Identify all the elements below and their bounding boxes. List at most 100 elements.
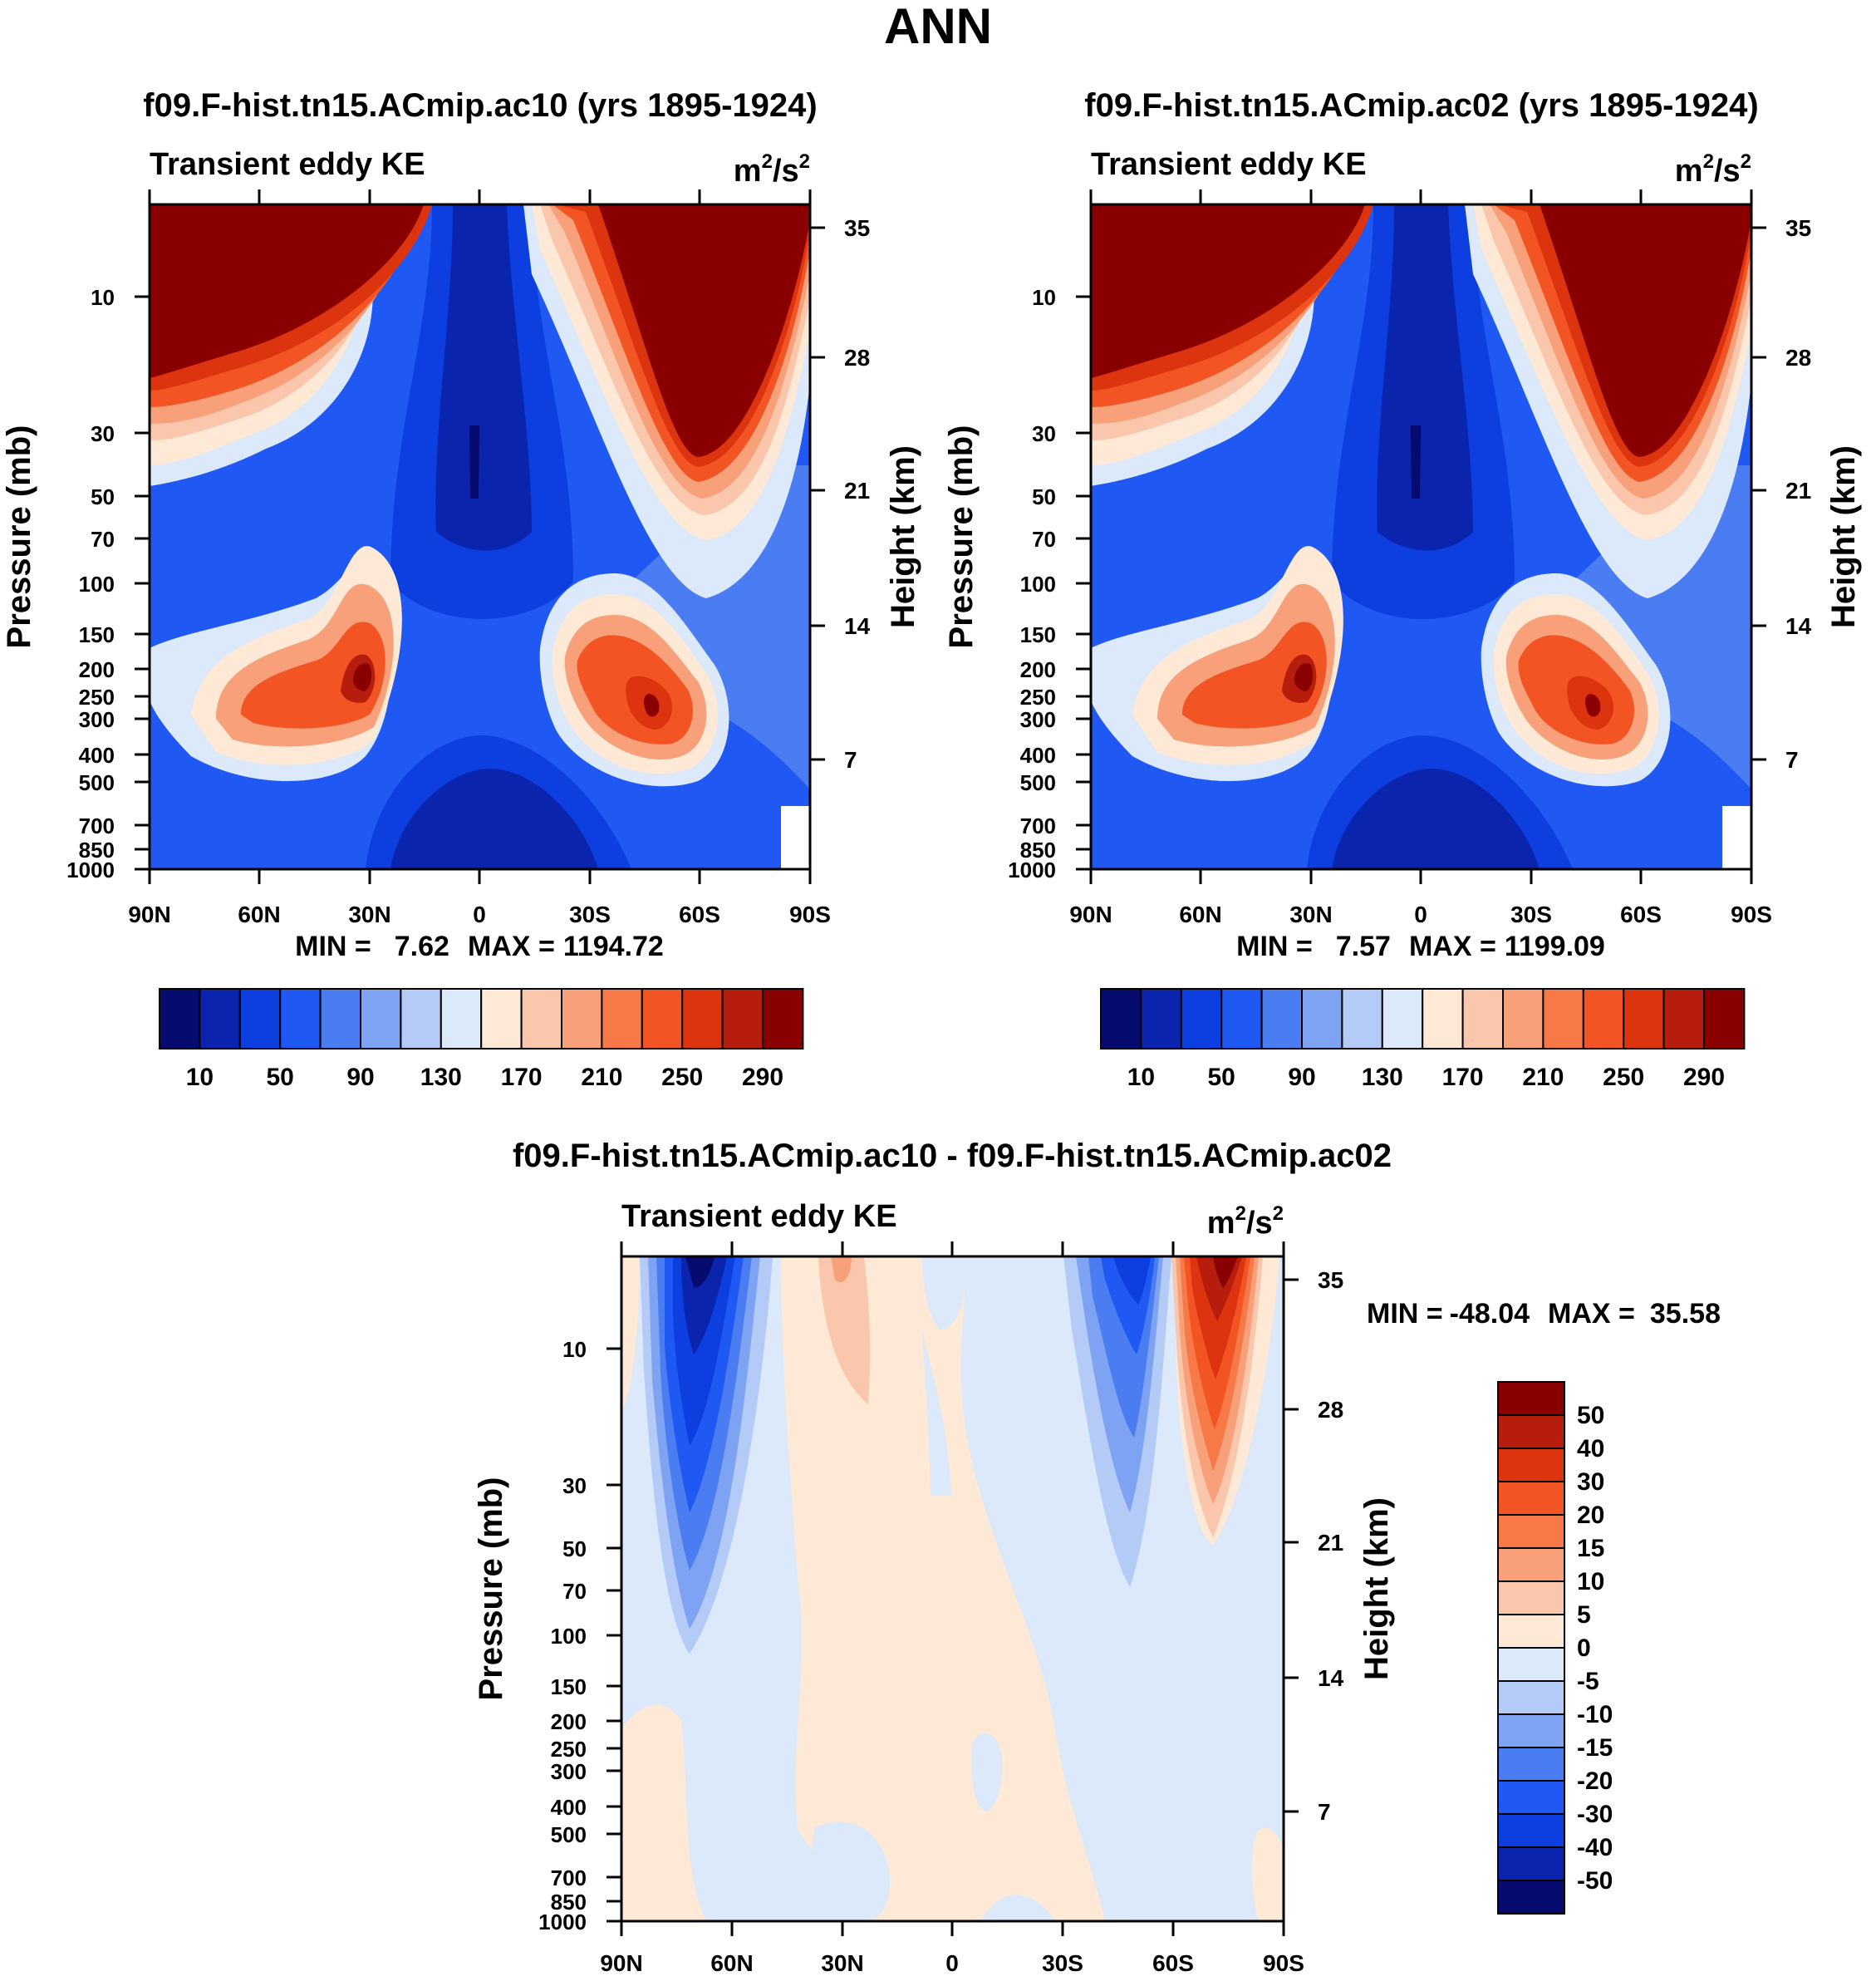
colorbar-swatch [1381, 988, 1424, 1049]
x-tick-label: 60N [710, 1950, 753, 1976]
y-tick-label: 1000 [66, 858, 115, 882]
colorbar-swatch [1497, 1713, 1565, 1748]
colorbar-swatch [641, 988, 684, 1049]
field-shading-54 [1722, 806, 1751, 869]
y-right-tick-labels: 35 28 21 14 7 [1318, 1267, 1344, 1825]
colorbar-swatch [1497, 1846, 1565, 1881]
y-tick-label: 200 [1020, 657, 1056, 682]
y-tick-label: 50 [562, 1536, 587, 1561]
y-axis-label: Pressure (mb) [943, 425, 980, 649]
y-tick-label: 100 [79, 572, 115, 597]
field-shading-47 [1294, 663, 1314, 691]
colorbar-label: 290 [742, 1064, 783, 1091]
colorbar-label: 290 [1683, 1064, 1725, 1091]
colorbar-label: 50 [267, 1064, 294, 1091]
colorbar-swatch [1461, 988, 1504, 1049]
x-tick-label: 60N [1179, 902, 1221, 927]
colorbar-label: 10 [1127, 1064, 1155, 1091]
height-tick-label: 7 [844, 747, 857, 773]
y-tick-label: 30 [1032, 421, 1056, 446]
height-tick-label: 14 [1318, 1665, 1344, 1691]
y-tick-label: 850 [1020, 838, 1056, 863]
field-shading-57 [922, 1330, 951, 1496]
y-axis-label: Pressure (mb) [1, 425, 37, 649]
y-tick-label: 250 [79, 685, 115, 710]
y-tick-label: 70 [91, 527, 115, 552]
panel-difference: f09.F-hist.tn15.ACmip.ac10 - f09.F-hist.… [473, 1138, 1721, 1976]
field-lower-core-inner [390, 769, 598, 869]
panel-ac02: f09.F-hist.tn15.ACmip.ac02 (yrs 1895-192… [943, 87, 1862, 1091]
panel-subtitle: Transient eddy KE [150, 147, 425, 182]
colorbar-label: 90 [346, 1064, 374, 1091]
y-tick-label: 400 [1020, 743, 1056, 768]
colorbar-swatch [1703, 988, 1746, 1049]
height-tick-label: 7 [1318, 1799, 1331, 1825]
y-tick-label: 700 [1020, 814, 1056, 838]
y-tick-label: 500 [551, 1822, 587, 1847]
colorbar-label: 10 [186, 1064, 214, 1091]
colorbar-label: 30 [1577, 1468, 1604, 1496]
x-tick-label: 30S [1510, 902, 1552, 927]
colorbar-label: 210 [581, 1064, 622, 1091]
colorbar-swatch [480, 988, 523, 1049]
colorbar-swatch [1341, 988, 1383, 1049]
colorbar-label: 130 [1362, 1064, 1403, 1091]
colorbar-swatch [279, 988, 322, 1049]
colorbar-swatch [1497, 1747, 1565, 1782]
colorbar-label: 0 [1577, 1634, 1591, 1662]
colorbar-swatch [440, 988, 483, 1049]
y-axis-label: Pressure (mb) [473, 1477, 509, 1701]
x-tick-label: 0 [473, 902, 486, 927]
y-tick-label: 300 [79, 707, 115, 732]
field-shading-77 [1113, 1256, 1151, 1305]
x-tick-label: 30N [821, 1950, 863, 1976]
colorbar-label: 40 [1577, 1435, 1604, 1462]
field-shading-53 [1585, 694, 1601, 717]
x-tick-label: 60N [238, 902, 280, 927]
contour-field [621, 1256, 1284, 1921]
y-axis-right-label: Height (km) [885, 445, 921, 628]
y-tick-labels: 10 30 50 70 100 150 200 250 300 400 500 … [538, 1337, 587, 1934]
colorbar-swatch [1497, 1514, 1565, 1549]
field-shading-65 [831, 1256, 852, 1283]
units-label: m2/s2 [1675, 150, 1751, 189]
y-tick-label: 850 [79, 838, 115, 863]
x-tick-label: 0 [1414, 902, 1427, 927]
colorbar-swatch [1582, 988, 1625, 1049]
field-shading-41 [1502, 204, 1751, 457]
y-tick-label: 300 [551, 1759, 587, 1784]
y-tick-labels: 10 30 50 70 100 150 200 250 300 400 500 … [1008, 285, 1056, 882]
y-tick-label: 50 [1032, 484, 1056, 509]
panel-title: f09.F-hist.tn15.ACmip.ac02 (yrs 1895-192… [1084, 87, 1758, 124]
field-shading-62 [621, 1256, 640, 1413]
colorbar-label: -30 [1577, 1801, 1613, 1828]
height-tick-label: 35 [1318, 1267, 1343, 1293]
colorbar-swatch [159, 988, 201, 1049]
colorbar-label: 50 [1577, 1402, 1604, 1429]
colorbar-swatch [681, 988, 724, 1049]
y-tick-label: 150 [79, 622, 115, 647]
x-tick-label: 30S [1042, 1950, 1083, 1976]
colorbar-swatch [1497, 1880, 1565, 1915]
colorbar-label: 170 [1442, 1064, 1484, 1091]
field-shading-84 [1213, 1256, 1238, 1288]
x-tick-label: 90S [1731, 902, 1772, 927]
field-shading-64 [818, 1256, 871, 1404]
height-tick-label: 21 [1785, 478, 1811, 504]
colorbar-label: 170 [501, 1064, 543, 1091]
field-lower-core-inner [1332, 769, 1540, 869]
stats-line: MIN = 7.62 MAX = 1194.72 [295, 931, 664, 962]
stats-line: MIN = -48.04 MAX = 35.58 [1367, 1298, 1721, 1330]
y-tick-label: 50 [91, 484, 115, 509]
colorbar-swatch [238, 988, 282, 1049]
colorbar-label: -20 [1577, 1767, 1613, 1795]
colorbar-label: 20 [1577, 1502, 1604, 1529]
y-right-tick-labels: 35 28 21 14 7 [844, 215, 871, 773]
y-tick-label: 10 [562, 1337, 587, 1362]
colorbar-swatch [1497, 1381, 1565, 1416]
y-tick-labels: 10 30 50 70 100 150 200 250 300 400 500 … [66, 285, 115, 882]
colorbar-swatch [199, 988, 241, 1049]
y-axis-right-label: Height (km) [1825, 445, 1862, 628]
colorbar-swatch [1140, 988, 1182, 1049]
